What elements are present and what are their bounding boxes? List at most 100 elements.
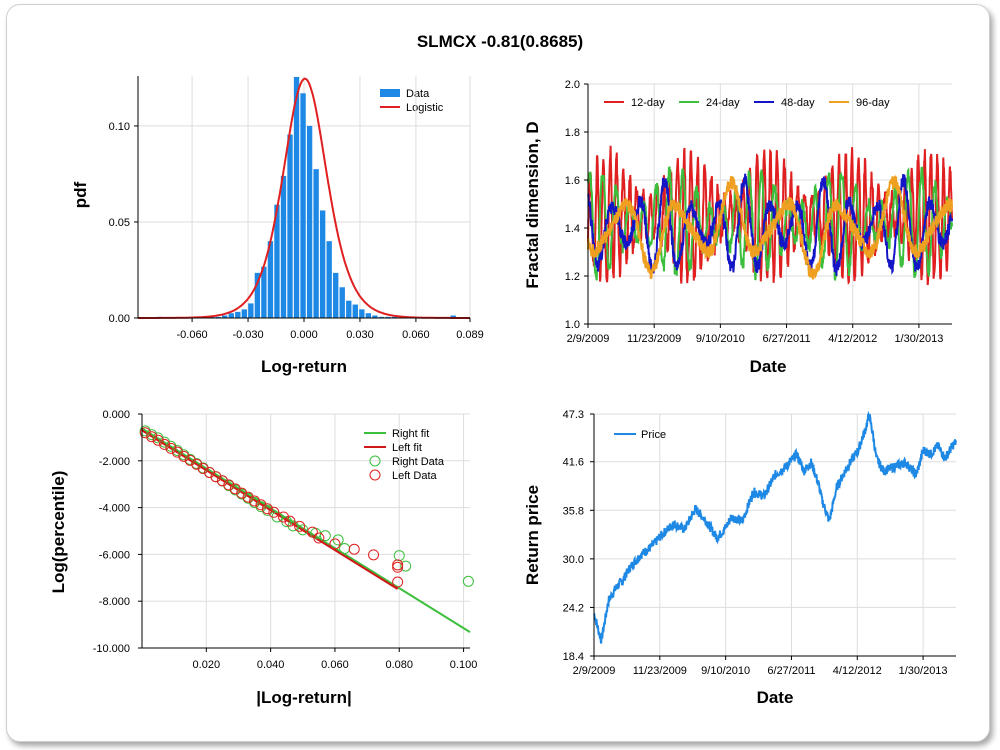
price-y-tick-label: 41.6 [563, 457, 584, 469]
tail-point-left-data [139, 427, 151, 439]
tail-point-left-data [329, 538, 341, 550]
fractal-x-tick-label: 11/23/2009 [627, 333, 681, 345]
tail-point-right-data [462, 575, 474, 587]
histogram-bar [319, 210, 326, 318]
legend-label-12-day: 12-day [631, 97, 665, 109]
tail-y-tick-label: -2.000 [99, 456, 130, 468]
histogram-bar [306, 125, 313, 318]
tail-point-left-data [210, 471, 222, 483]
tail-point-left-data [392, 559, 404, 571]
fractal-x-tick-label: 6/27/2011 [762, 333, 810, 345]
pdf-x-tick-label: 0.060 [402, 329, 430, 341]
fractal-y-tick-label: 1.6 [565, 175, 580, 187]
tail-x-tick-label: 0.020 [193, 659, 221, 671]
tail-point-left-data [178, 450, 190, 462]
histogram-bar [450, 315, 456, 318]
histogram-bar [215, 316, 221, 318]
tail-point-right-data [332, 534, 344, 546]
histogram-bar [241, 309, 247, 318]
price-x-tick-label: 11/23/2009 [633, 665, 687, 677]
price-y-tick-label: 24.2 [563, 602, 584, 614]
legend-label-96-day: 96-day [856, 97, 890, 109]
fractal-y-tick-label: 1.0 [565, 319, 580, 331]
fractal-series-24-day [587, 166, 953, 281]
tail-ylabel: Log(percentile) [49, 471, 68, 594]
tail-point-left-data [261, 503, 273, 515]
price-legend: Price [614, 429, 666, 441]
price-ylabel: Return price [523, 485, 542, 585]
histogram-bar [378, 316, 385, 318]
histogram-bar [352, 304, 358, 318]
fractal-x-tick-label: 4/12/2012 [828, 333, 877, 345]
histogram-bar [254, 272, 261, 318]
tail-point-left-data [268, 506, 280, 518]
fractal-chart: Date Fractal dimension, D 2/9/2009 11/23/… [523, 79, 953, 376]
tail-point-left-data [313, 532, 325, 544]
pdf-y-tick-label: 0.10 [109, 121, 130, 133]
tail-right-fit [141, 427, 471, 633]
legend-label-right-data: Right Data [392, 456, 445, 468]
tail-point-right-data [159, 436, 171, 448]
pdf-x-tick-label: -0.060 [176, 329, 207, 341]
pdf-legend: Data Logistic [380, 88, 444, 114]
tail-y-tick-label: -10.000 [93, 643, 130, 655]
histogram-bar [333, 272, 339, 318]
price-chart: Date Return price 2/9/2009 11/23/2009 9/10… [523, 409, 957, 707]
tail-point-right-data [152, 432, 164, 444]
tail-point-left-data [255, 499, 267, 511]
legend-label-price: Price [641, 429, 666, 441]
fractal-series-48-day [587, 173, 953, 276]
tail-x-tick-label: 0.080 [385, 659, 413, 671]
price-y-tick-label: 47.3 [563, 409, 584, 421]
fractal-x-tick-label: 9/10/2010 [696, 333, 745, 345]
tail-point-left-data [184, 454, 196, 466]
tail-point-left-data [306, 526, 318, 538]
fractal-series-12-day [587, 145, 953, 286]
tail-legend: Right fit Left fit Right Data Left Data [364, 428, 445, 482]
tail-point-left-data [284, 515, 296, 527]
tail-x-tick-label: 0.100 [450, 659, 478, 671]
tail-x-tick-label: 0.040 [257, 659, 285, 671]
fractal-x-tick-label: 2/9/2009 [567, 333, 610, 345]
tail-point-left-data [277, 511, 289, 523]
tail-point-left-data [368, 549, 380, 561]
fractal-legend: 12-day 24-day 48-day 96-day [604, 97, 890, 109]
histogram-bar [346, 300, 352, 318]
histogram-bar [267, 241, 274, 318]
tail-y-tick-label: -6.000 [99, 549, 130, 561]
legend-label-left-data: Left Data [392, 470, 438, 482]
tail-y-tick-label: -4.000 [99, 503, 130, 515]
tail-xlabel: |Log-return| [256, 688, 351, 707]
histogram-bar [261, 266, 267, 318]
tail-y-tick-label: 0.000 [102, 409, 130, 421]
fractal-x-tick-label: 1/30/2013 [894, 333, 943, 345]
histogram-bar [248, 303, 254, 318]
price-x-tick-label: 9/10/2010 [701, 665, 750, 677]
tail-point-left-data [242, 491, 254, 503]
pdf-xlabel: Log-return [261, 357, 347, 376]
price-x-tick-label: 2/9/2009 [573, 665, 616, 677]
tail-point-left-data [159, 438, 171, 450]
pdf-x-tick-label: 0.089 [456, 329, 484, 341]
legend-label-data: Data [406, 88, 430, 100]
price-x-tick-label: 6/27/2011 [767, 665, 815, 677]
tail-point-right-data [400, 560, 412, 572]
price-x-tick-label: 4/12/2012 [833, 665, 882, 677]
legend-swatch-data [380, 89, 400, 97]
histogram-bar [300, 93, 306, 319]
tail-point-left-data [223, 479, 235, 491]
pdf-y-tick-label: 0.05 [109, 217, 130, 229]
tail-point-left-data [294, 520, 306, 532]
pdf-x-tick-label: 0.030 [346, 329, 374, 341]
tail-point-left-data [392, 561, 404, 573]
legend-swatch-right-data [369, 455, 381, 467]
legend-label-48-day: 48-day [781, 97, 815, 109]
tail-y-tick-label: -8.000 [99, 596, 130, 608]
legend-label-logistic: Logistic [406, 102, 444, 114]
tail-point-left-data [171, 446, 183, 458]
tail-point-left-data [165, 442, 177, 454]
fractal-y-tick-label: 2.0 [565, 79, 580, 91]
price-y-tick-label: 18.4 [563, 651, 584, 663]
histogram-bar [280, 175, 287, 318]
